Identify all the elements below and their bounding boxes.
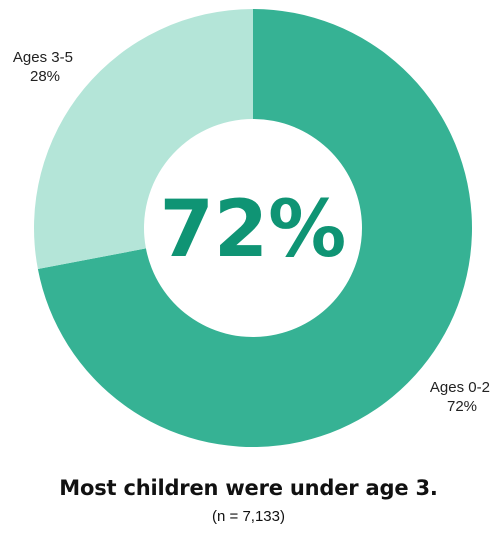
slice-ages-0-2 [37, 9, 472, 447]
slice-label-ages-0-2: Ages 0-2 72% [430, 379, 494, 415]
slice-value-ages-0-2: 72% [447, 398, 477, 415]
donut-slices [33, 9, 472, 447]
slice-ages-3-5 [33, 9, 253, 270]
slice-value-ages-3-5: 28% [30, 68, 60, 85]
slice-name-ages-0-2: Ages 0-2 [430, 379, 490, 396]
chart-caption-subtitle: (n = 7,133) [212, 508, 285, 525]
center-value: 72% [160, 185, 347, 275]
slice-label-ages-3-5: Ages 3-5 28% [13, 49, 77, 85]
chart-caption-title: Most children were under age 3. [59, 476, 438, 500]
donut-chart: 72% Ages 3-5 28% Ages 0-2 72% [13, 9, 494, 447]
slice-name-ages-3-5: Ages 3-5 [13, 49, 73, 66]
